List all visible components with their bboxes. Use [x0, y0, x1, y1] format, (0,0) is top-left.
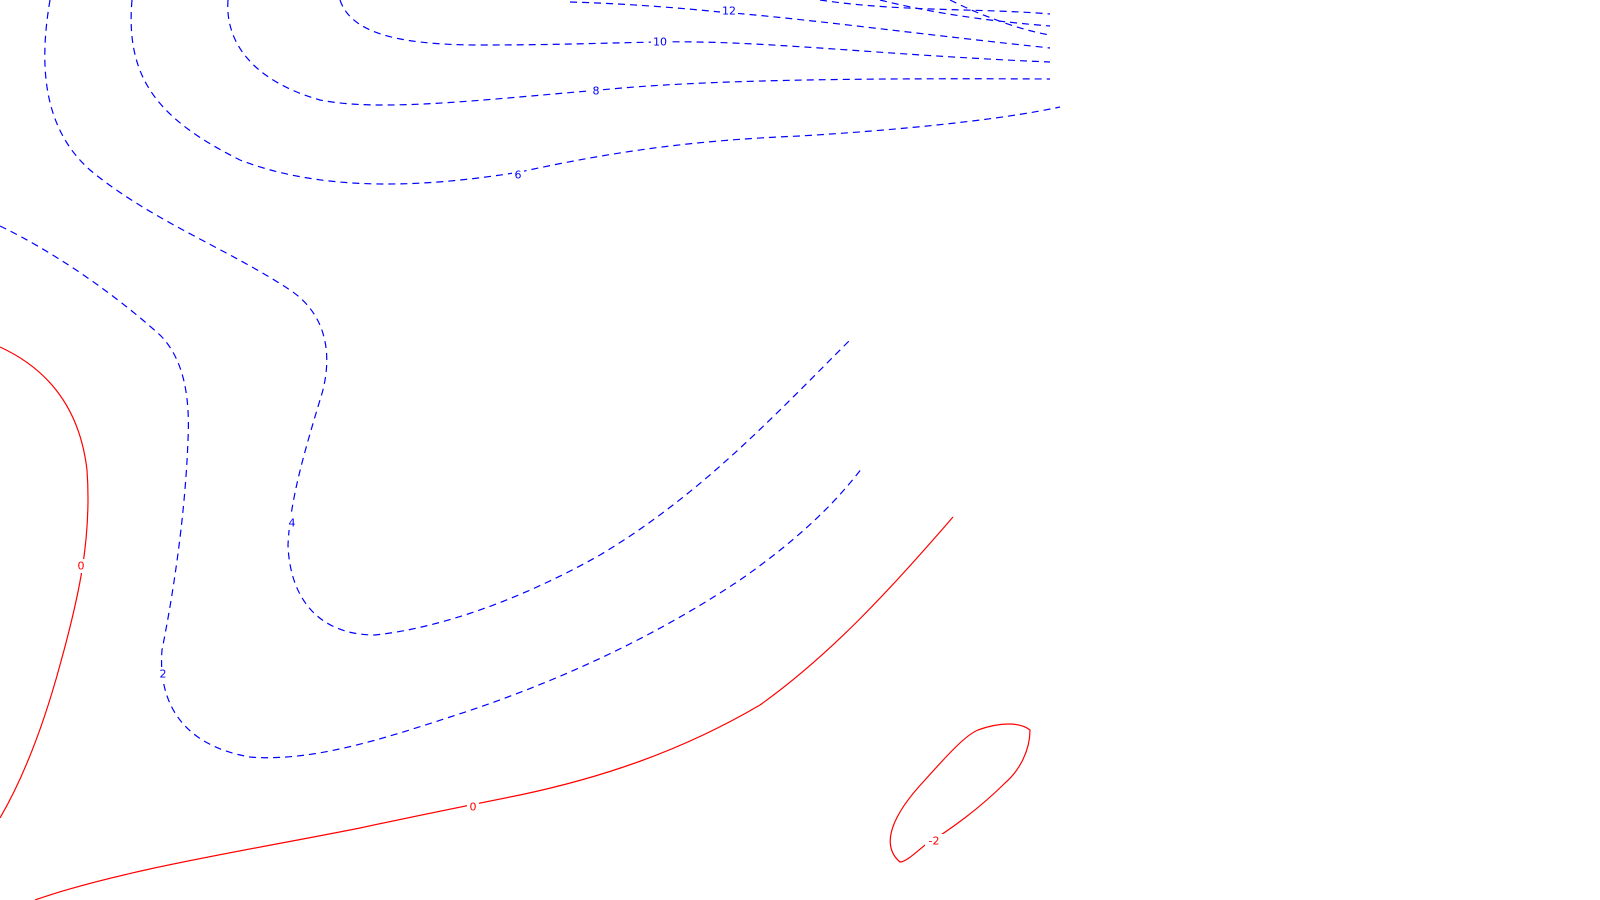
- contour-label-0-left: 0: [75, 559, 87, 573]
- contour-label-0-bottom-text: 0: [470, 801, 477, 814]
- contour-label-10: 10: [651, 35, 669, 49]
- contour-label-12: 12: [720, 3, 738, 18]
- contour-label-10-text: 10: [653, 36, 667, 49]
- contour-line-upper-3: [949, 0, 1051, 36]
- contour-line-upper-1: [819, 0, 1051, 15]
- contour-label-4: 4: [286, 516, 298, 530]
- contour-label-2-text: 2: [160, 668, 167, 681]
- contour-line-0-bottom: [34, 516, 954, 900]
- contour-label-0-bottom: 0: [467, 800, 479, 814]
- contour-label-6-text: 6: [515, 169, 522, 182]
- contour-label-4-text: 4: [289, 517, 296, 530]
- contour-line-upper-2: [879, 0, 1051, 27]
- contour-label-12-text: 12: [722, 5, 736, 18]
- contour-label-8-text: 8: [593, 85, 600, 98]
- contour-label-8: 8: [590, 84, 602, 98]
- contour-line-8: [227, 0, 1051, 106]
- contour-label-neg2-text: -2: [929, 835, 940, 848]
- contour-line-12: [569, 1, 1051, 49]
- contour-line-4: [44, 0, 851, 636]
- contour-label-0-left-text: 0: [78, 560, 85, 573]
- contour-line-0-left: [0, 346, 89, 819]
- contour-label-6: 6: [512, 168, 524, 182]
- contour-label-2: 2: [157, 667, 169, 681]
- contour-line-2: [0, 225, 863, 759]
- contour-line-10: [339, 0, 1051, 63]
- contour-line-neg2: [889, 723, 1031, 863]
- contour-label-neg2: -2: [925, 834, 943, 848]
